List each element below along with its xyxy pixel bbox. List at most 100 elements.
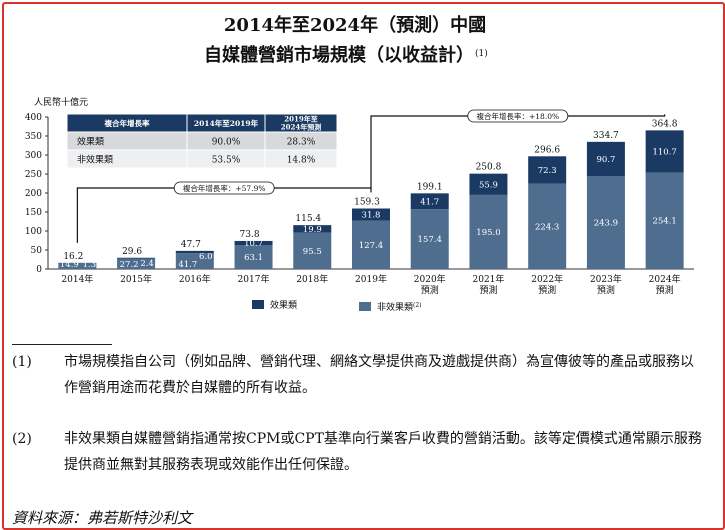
y-tick-label: 200 (25, 189, 42, 199)
y-tick-label: 0 (36, 265, 42, 275)
x-tick-label: 2015年 (120, 273, 152, 285)
cagr-2019-2024-text: 複合年增長率：+18.0% (477, 111, 560, 121)
x-tick-label: 2020年 (414, 273, 446, 285)
x-tick-label: 預測 (421, 284, 439, 296)
label-total: 115.4 (295, 214, 321, 224)
y-tick-label: 300 (25, 151, 42, 161)
label-non-effect: 27.2 (120, 260, 139, 270)
bar-non-effect (528, 183, 567, 269)
bar-non-effect (469, 194, 508, 269)
label-effect: 55.9 (479, 180, 498, 190)
label-effect: 10.7 (244, 239, 263, 249)
label-non-effect: 41.7 (178, 260, 197, 270)
label-total: 159.3 (354, 198, 380, 208)
bar-effect (293, 225, 332, 233)
label-effect: 72.3 (538, 166, 557, 176)
cagr-table-cell-text: 90.0% (212, 138, 241, 148)
bar-effect (528, 156, 567, 184)
y-tick-label: 150 (25, 208, 42, 218)
label-effect: 31.8 (362, 211, 381, 221)
x-tick-label: 2018年 (296, 273, 328, 285)
bar-non-effect (293, 232, 332, 269)
label-effect: 6.0 (199, 252, 213, 262)
label-non-effect: 95.5 (303, 247, 322, 257)
cagr-2019-2024-box (467, 109, 569, 123)
footnote-separator (12, 344, 112, 345)
bar-non-effect (234, 245, 273, 269)
x-tick-label: 2024年 (649, 273, 681, 285)
label-non-effect: 14.9 (60, 260, 79, 270)
bar-effect (117, 257, 156, 259)
x-tick-label: 預測 (479, 284, 497, 296)
bar-non-effect (586, 176, 625, 269)
label-non-effect: 195.0 (476, 228, 500, 238)
bar-non-effect (58, 263, 97, 269)
cagr-table-cell-text: 非效果類 (77, 154, 113, 166)
x-tick-label: 預測 (597, 284, 615, 296)
label-effect: 2.4 (140, 259, 154, 269)
y-tick-label: 400 (25, 113, 42, 123)
bar-non-effect (352, 220, 390, 269)
bar-effect (586, 141, 625, 177)
chart-title-line1: 2014年至2024年（預測）中國 (224, 14, 486, 36)
cagr-table-cell-text: 效果類 (77, 136, 104, 148)
label-total: 73.8 (240, 230, 260, 240)
cagr-table-header-text: 2024年預測 (281, 123, 321, 132)
legend-non-effect-label: 非效果類 (377, 301, 413, 313)
legend-non-effect-footnote-ref: (2) (413, 302, 422, 309)
label-non-effect: 127.4 (359, 241, 383, 251)
x-tick-label: 2022年 (531, 273, 563, 285)
label-effect: 41.7 (420, 197, 439, 207)
legend-effect-label: 效果類 (270, 299, 297, 311)
label-total: 29.6 (122, 247, 142, 257)
y-tick-label: 350 (25, 132, 42, 142)
x-tick-label: 2016年 (179, 273, 211, 285)
x-tick-label: 2017年 (238, 273, 270, 285)
label-non-effect: 243.9 (594, 219, 618, 229)
bar-non-effect (117, 258, 156, 269)
label-total: 199.1 (417, 182, 443, 192)
y-tick-label: 50 (31, 246, 43, 256)
x-tick-label: 2021年 (473, 273, 505, 285)
label-non-effect: 63.1 (244, 253, 263, 263)
label-total: 364.8 (652, 119, 678, 129)
label-total: 47.7 (181, 240, 201, 250)
bar-non-effect (175, 253, 214, 269)
cagr-2014-2019-text: 複合年增長率：+57.9% (183, 183, 266, 193)
bar-effect (410, 193, 449, 210)
cagr-table-cell (264, 149, 338, 169)
x-tick-label: 2014年 (61, 273, 93, 285)
label-effect: 110.7 (652, 147, 676, 157)
cagr-table-cell-text: 28.3% (287, 138, 316, 148)
y-axis-label: 人民幣十億元 (34, 96, 88, 108)
bar-effect (352, 208, 390, 221)
label-effect: 1.3 (83, 260, 97, 270)
label-effect: 19.9 (303, 225, 322, 235)
y-tick-label: 250 (25, 170, 42, 180)
label-non-effect: 254.1 (652, 217, 676, 227)
footnote-2-text: 非效果類自媒體營銷指通常按CPM或CPT基準向行業客戶收費的營銷活動。該等定價模… (64, 431, 702, 473)
label-total: 250.8 (476, 163, 502, 173)
footnote-1-number: (1) (12, 354, 32, 370)
x-tick-label: 預測 (656, 284, 674, 296)
label-non-effect: 157.4 (418, 235, 442, 245)
x-tick-label: 2023年 (590, 273, 622, 285)
footnote-1-text: 市場規模指自公司（例如品牌、營銷代理、網絡文學提供商及遊戲提供商）為宣傳彼等的產… (64, 354, 694, 396)
legend-non-effect-swatch (359, 302, 371, 311)
chart-title-line2: 自媒體營銷市場規模（以收益計） (204, 44, 474, 66)
footnote-2-number: (2) (12, 431, 32, 447)
legend-effect-swatch (252, 300, 264, 309)
bar-non-effect (410, 209, 449, 269)
x-tick-label: 預測 (538, 284, 556, 296)
bar-effect (645, 130, 684, 173)
cagr-table-header-text: 2019年至 (284, 115, 317, 124)
cagr-table-header-text: 2014年至2019年 (194, 118, 259, 128)
source-note: 資料來源：弗若斯特沙利文 (12, 509, 193, 527)
x-tick-label: 2019年 (355, 273, 387, 285)
bar-effect (175, 250, 214, 254)
cagr-table-cell-text: 14.8% (287, 156, 316, 166)
cagr-table-header-text: 複合年增長率 (104, 118, 150, 128)
chart-title-footnote-ref: (1) (475, 48, 488, 59)
